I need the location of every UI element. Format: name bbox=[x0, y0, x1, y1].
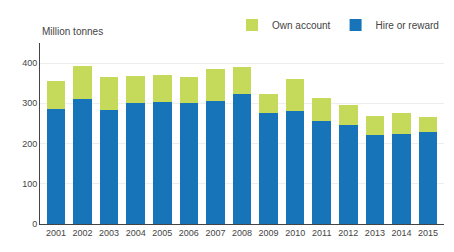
svg-text:2006: 2006 bbox=[179, 228, 199, 238]
svg-text:2008: 2008 bbox=[232, 228, 252, 238]
svg-text:2002: 2002 bbox=[73, 228, 93, 238]
svg-text:Hire or reward: Hire or reward bbox=[376, 20, 439, 31]
svg-text:2001: 2001 bbox=[46, 228, 66, 238]
svg-text:2014: 2014 bbox=[391, 228, 411, 238]
svg-text:2015: 2015 bbox=[418, 228, 438, 238]
svg-text:2003: 2003 bbox=[99, 228, 119, 238]
svg-text:Own account: Own account bbox=[272, 20, 331, 31]
svg-text:2009: 2009 bbox=[259, 228, 279, 238]
svg-text:400: 400 bbox=[22, 58, 37, 68]
svg-text:2004: 2004 bbox=[126, 228, 146, 238]
svg-text:2012: 2012 bbox=[338, 228, 358, 238]
svg-text:300: 300 bbox=[22, 98, 37, 108]
svg-text:200: 200 bbox=[22, 139, 37, 149]
svg-text:Million tonnes: Million tonnes bbox=[42, 26, 103, 37]
svg-text:2010: 2010 bbox=[285, 228, 305, 238]
svg-text:2011: 2011 bbox=[312, 228, 331, 238]
svg-text:100: 100 bbox=[22, 179, 37, 189]
svg-text:2007: 2007 bbox=[205, 228, 225, 238]
svg-text:2005: 2005 bbox=[152, 228, 172, 238]
svg-text:0: 0 bbox=[32, 219, 37, 229]
svg-text:2013: 2013 bbox=[365, 228, 385, 238]
